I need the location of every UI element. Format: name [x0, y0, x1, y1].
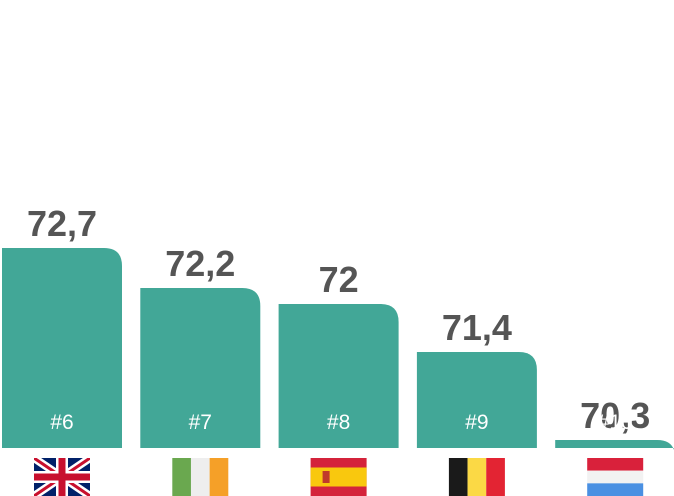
belgium-flag	[448, 458, 505, 496]
rank-label: #7	[189, 411, 212, 434]
spain-flag	[310, 458, 367, 496]
value-label: 72,7	[27, 203, 97, 244]
bar	[416, 352, 537, 448]
value-label: 70,3	[580, 395, 650, 436]
bar	[140, 288, 261, 448]
bar-group: 72,2 #7	[140, 243, 261, 448]
bar	[555, 440, 674, 450]
rank-label: #8	[327, 411, 350, 434]
value-label: 72	[319, 259, 359, 300]
value-label: 71,4	[442, 307, 512, 348]
bar-group: 72,7 #6	[2, 203, 122, 448]
ireland-flag	[172, 458, 229, 496]
bars-layer: 72,7 #6 72,2 #7 72 #8 71,4 #9 70,3#10	[2, 203, 674, 450]
rank-label: #6	[50, 411, 73, 434]
bar-group: 71,4 #9	[416, 307, 537, 448]
rank-label: #9	[465, 411, 488, 434]
united-kingdom-flag	[34, 458, 90, 496]
value-label: 72,2	[165, 243, 235, 284]
bar-group: 70,3#10	[555, 395, 674, 450]
bar	[278, 304, 399, 448]
bar	[2, 248, 122, 448]
flags-layer	[34, 458, 644, 496]
bar-group: 72 #8	[278, 259, 399, 448]
rank-label: #10	[598, 411, 633, 434]
netherlands-flag	[587, 458, 644, 496]
